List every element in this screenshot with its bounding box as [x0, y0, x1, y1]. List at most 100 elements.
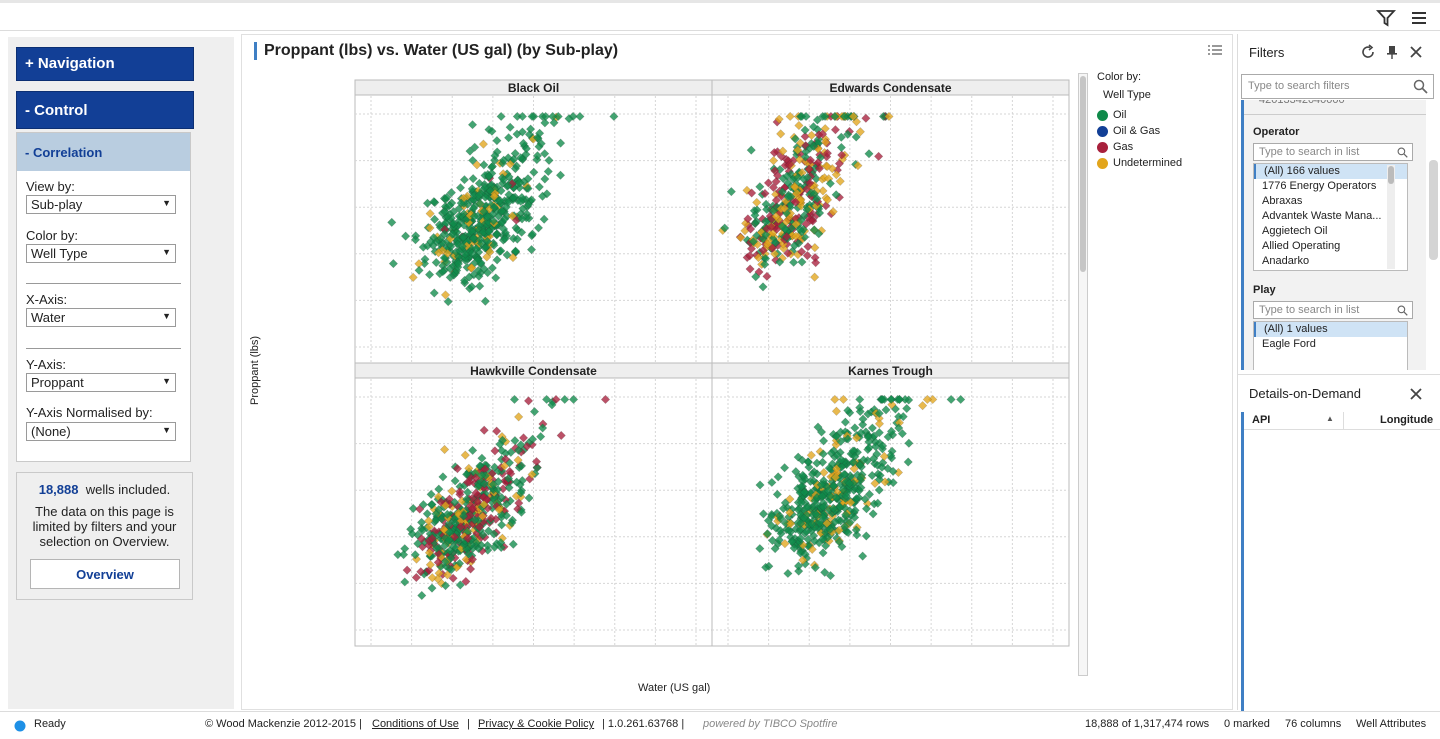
- scatter-point[interactable]: [851, 525, 861, 535]
- scatter-point[interactable]: [861, 113, 871, 123]
- scatter-point[interactable]: [532, 151, 543, 161]
- scatter-point[interactable]: [408, 272, 418, 282]
- scatter-point[interactable]: [838, 394, 849, 405]
- scatter-point[interactable]: [831, 492, 841, 503]
- scatter-point[interactable]: [852, 530, 862, 540]
- scatter-point[interactable]: [813, 157, 823, 168]
- scatter-point[interactable]: [844, 478, 855, 488]
- scatter-point[interactable]: [416, 567, 426, 577]
- scatter-point[interactable]: [516, 461, 527, 471]
- reset-icon[interactable]: [1360, 44, 1376, 60]
- scatter-point[interactable]: [874, 474, 884, 485]
- scatter-point[interactable]: [422, 198, 433, 208]
- scatter-point[interactable]: [453, 259, 463, 269]
- scatter-point[interactable]: [831, 170, 841, 180]
- scatter-point[interactable]: [767, 477, 777, 488]
- operator-search-input[interactable]: Type to search in list: [1253, 143, 1413, 161]
- scatter-point[interactable]: [789, 543, 799, 553]
- scatter-point[interactable]: [843, 434, 853, 444]
- scatter-point[interactable]: [849, 464, 859, 474]
- scatter-point[interactable]: [791, 219, 801, 229]
- scatter-point[interactable]: [886, 394, 896, 405]
- scatter-point[interactable]: [474, 271, 484, 281]
- filter-list-item[interactable]: 1776 Energy Operators: [1262, 180, 1377, 192]
- scatter-point[interactable]: [856, 472, 866, 483]
- scatter-point[interactable]: [467, 120, 478, 130]
- scatter-point[interactable]: [437, 514, 447, 524]
- scatter-point[interactable]: [771, 176, 781, 187]
- trellis-panel[interactable]: Hawkville Condensate: [354, 362, 713, 647]
- scatter-point[interactable]: [877, 394, 887, 405]
- scatter-point[interactable]: [427, 533, 437, 543]
- scatter-point[interactable]: [822, 148, 833, 158]
- scatter-point[interactable]: [467, 226, 477, 237]
- scatter-point[interactable]: [736, 233, 746, 243]
- data-table-name[interactable]: Well Attributes: [1356, 718, 1427, 730]
- scatter-point[interactable]: [794, 566, 804, 576]
- scatter-point[interactable]: [809, 225, 819, 235]
- scatter-point[interactable]: [431, 509, 441, 519]
- scatter-point[interactable]: [531, 456, 542, 467]
- scatter-point[interactable]: [811, 258, 821, 268]
- scatter-point[interactable]: [766, 222, 776, 232]
- scatter-point[interactable]: [858, 420, 868, 430]
- scatter-point[interactable]: [818, 502, 829, 512]
- scatter-point[interactable]: [439, 229, 450, 239]
- scatter-point[interactable]: [768, 156, 779, 166]
- scatter-point[interactable]: [747, 188, 757, 198]
- scatter-point[interactable]: [526, 245, 537, 255]
- scatter-point[interactable]: [853, 160, 863, 171]
- scatter-point[interactable]: [796, 533, 806, 543]
- scatter-point[interactable]: [489, 202, 499, 212]
- scatter-point[interactable]: [450, 518, 460, 528]
- scatter-point[interactable]: [474, 178, 484, 188]
- scatter-point[interactable]: [461, 576, 471, 587]
- scatter-point[interactable]: [535, 128, 545, 138]
- scatter-point[interactable]: [497, 445, 507, 456]
- scatter-point[interactable]: [758, 509, 769, 519]
- scatter-point[interactable]: [821, 137, 831, 147]
- scatter-point[interactable]: [400, 577, 410, 587]
- scatter-point[interactable]: [440, 581, 451, 591]
- scatter-point[interactable]: [855, 406, 865, 417]
- scatter-point[interactable]: [514, 498, 524, 508]
- scatter-point[interactable]: [769, 147, 779, 158]
- scatter-point[interactable]: [496, 186, 506, 196]
- scatter-point[interactable]: [878, 441, 888, 451]
- scatter-point[interactable]: [843, 405, 853, 416]
- scatter-point[interactable]: [446, 553, 456, 563]
- scatter-point[interactable]: [850, 512, 860, 523]
- scatter-point[interactable]: [772, 489, 782, 499]
- scatter-point[interactable]: [818, 129, 828, 139]
- scatter-point[interactable]: [761, 216, 771, 226]
- scatter-point[interactable]: [400, 544, 410, 554]
- scatter-point[interactable]: [472, 255, 483, 265]
- scatter-point[interactable]: [433, 574, 443, 584]
- scatter-point[interactable]: [793, 145, 803, 155]
- scatter-point[interactable]: [438, 472, 448, 482]
- scatter-point[interactable]: [855, 460, 865, 470]
- scatter-point[interactable]: [801, 111, 811, 122]
- scatter-point[interactable]: [762, 271, 772, 281]
- scatter-point[interactable]: [810, 253, 820, 263]
- correlation-header[interactable]: - Correlation: [17, 133, 190, 171]
- scatter-point[interactable]: [508, 539, 518, 549]
- scatter-point[interactable]: [487, 263, 497, 273]
- scatter-point[interactable]: [753, 252, 764, 263]
- scatter-point[interactable]: [839, 111, 849, 122]
- scatter-point[interactable]: [878, 111, 889, 122]
- scatter-point[interactable]: [835, 176, 845, 186]
- scatter-point[interactable]: [825, 178, 835, 189]
- scatter-point[interactable]: [928, 394, 938, 405]
- scatter-point[interactable]: [468, 155, 478, 166]
- scatter-point[interactable]: [850, 423, 860, 433]
- scatter-point[interactable]: [523, 396, 534, 406]
- scatter-point[interactable]: [455, 183, 466, 193]
- scatter-point[interactable]: [796, 482, 806, 492]
- scatter-point[interactable]: [532, 463, 542, 473]
- scatter-point[interactable]: [831, 464, 842, 474]
- scrollbar-thumb[interactable]: [1080, 76, 1086, 272]
- scatter-point[interactable]: [432, 543, 442, 553]
- scatter-point[interactable]: [529, 406, 540, 417]
- scatter-point[interactable]: [500, 234, 510, 244]
